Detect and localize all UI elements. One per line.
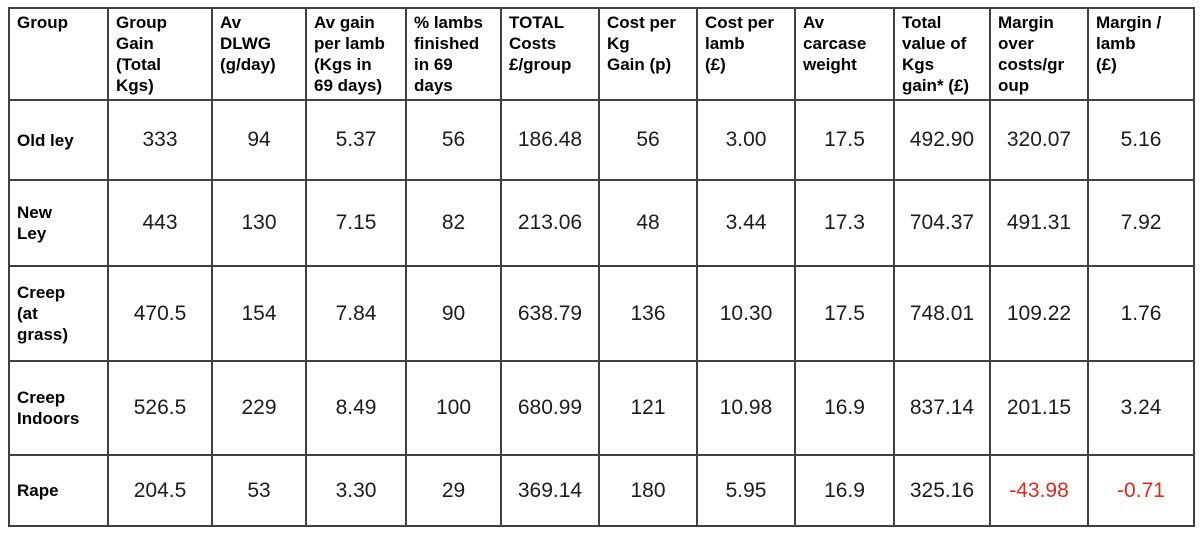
data-cell: 526.5 (107, 360, 213, 456)
data-cell: 5.37 (305, 99, 407, 181)
column-header-av-dlwg: Av DLWG (g/day) (211, 7, 307, 101)
data-cell: 109.22 (989, 265, 1089, 362)
data-cell: 680.99 (500, 360, 600, 456)
data-cell: 204.5 (107, 454, 213, 527)
column-header-cost-per-lamb: Cost per lamb (£) (696, 7, 796, 101)
data-cell: 100 (405, 360, 502, 456)
data-cell-negative: -43.98 (989, 454, 1089, 527)
column-header-total-costs: TOTAL Costs £/group (500, 7, 600, 101)
data-cell: 325.16 (893, 454, 991, 527)
column-header-total-value-kgs-gain: Total value of Kgs gain* (£) (893, 7, 991, 101)
data-cell-negative: -0.71 (1087, 454, 1195, 527)
data-cell: 180 (598, 454, 698, 527)
data-cell: 7.15 (305, 179, 407, 267)
data-cell: 3.30 (305, 454, 407, 527)
data-cell: 837.14 (893, 360, 991, 456)
data-cell: 201.15 (989, 360, 1089, 456)
data-cell: 29 (405, 454, 502, 527)
data-cell: 3.00 (696, 99, 796, 181)
column-header-cost-per-kg-gain: Cost per Kg Gain (p) (598, 7, 698, 101)
data-cell: 470.5 (107, 265, 213, 362)
data-cell: 17.5 (794, 265, 895, 362)
column-header-pct-lambs-finished: % lambs finished in 69 days (405, 7, 502, 101)
data-cell: 16.9 (794, 360, 895, 456)
column-header-av-gain-per-lamb: Av gain per lamb (Kgs in 69 days) (305, 7, 407, 101)
data-cell: 5.95 (696, 454, 796, 527)
data-cell: 136 (598, 265, 698, 362)
data-cell: 638.79 (500, 265, 600, 362)
data-cell: 213.06 (500, 179, 600, 267)
column-header-group: Group (8, 7, 109, 101)
data-cell: 186.48 (500, 99, 600, 181)
data-cell: 7.92 (1087, 179, 1195, 267)
header-row: Group Group Gain (Total Kgs) Av DLWG (g/… (8, 7, 1195, 101)
lamb-performance-table: Group Group Gain (Total Kgs) Av DLWG (g/… (8, 7, 1195, 527)
data-cell: 17.3 (794, 179, 895, 267)
table-row-creep-indoors: Creep Indoors 526.5 229 8.49 100 680.99 … (8, 360, 1195, 456)
data-cell: 443 (107, 179, 213, 267)
data-cell: 121 (598, 360, 698, 456)
data-cell: 333 (107, 99, 213, 181)
column-header-margin-per-lamb: Margin / lamb (£) (1087, 7, 1195, 101)
table-row-rape: Rape 204.5 53 3.30 29 369.14 180 5.95 16… (8, 454, 1195, 527)
row-label: Creep (at grass) (8, 265, 109, 362)
data-cell: 130 (211, 179, 307, 267)
table-row-old-ley: Old ley 333 94 5.37 56 186.48 56 3.00 17… (8, 99, 1195, 181)
data-cell: 94 (211, 99, 307, 181)
data-cell: 748.01 (893, 265, 991, 362)
data-cell: 16.9 (794, 454, 895, 527)
data-cell: 492.90 (893, 99, 991, 181)
data-cell: 10.98 (696, 360, 796, 456)
data-cell: 56 (405, 99, 502, 181)
column-header-av-carcase-weight: Av carcase weight (794, 7, 895, 101)
data-cell: 48 (598, 179, 698, 267)
data-cell: 369.14 (500, 454, 600, 527)
table-row-new-ley: New Ley 443 130 7.15 82 213.06 48 3.44 1… (8, 179, 1195, 267)
data-cell: 491.31 (989, 179, 1089, 267)
row-label: Rape (8, 454, 109, 527)
column-header-group-gain: Group Gain (Total Kgs) (107, 7, 213, 101)
data-cell: 3.24 (1087, 360, 1195, 456)
data-cell: 320.07 (989, 99, 1089, 181)
data-cell: 3.44 (696, 179, 796, 267)
data-cell: 704.37 (893, 179, 991, 267)
row-label: Old ley (8, 99, 109, 181)
data-cell: 10.30 (696, 265, 796, 362)
data-cell: 8.49 (305, 360, 407, 456)
data-cell: 1.76 (1087, 265, 1195, 362)
data-cell: 229 (211, 360, 307, 456)
row-label: New Ley (8, 179, 109, 267)
data-cell: 82 (405, 179, 502, 267)
data-cell: 56 (598, 99, 698, 181)
data-cell: 90 (405, 265, 502, 362)
data-cell: 7.84 (305, 265, 407, 362)
table-row-creep-at-grass: Creep (at grass) 470.5 154 7.84 90 638.7… (8, 265, 1195, 362)
row-label: Creep Indoors (8, 360, 109, 456)
data-cell: 53 (211, 454, 307, 527)
data-cell: 154 (211, 265, 307, 362)
data-cell: 5.16 (1087, 99, 1195, 181)
data-cell: 17.5 (794, 99, 895, 181)
column-header-margin-over-costs: Margin over costs/gr oup (989, 7, 1089, 101)
